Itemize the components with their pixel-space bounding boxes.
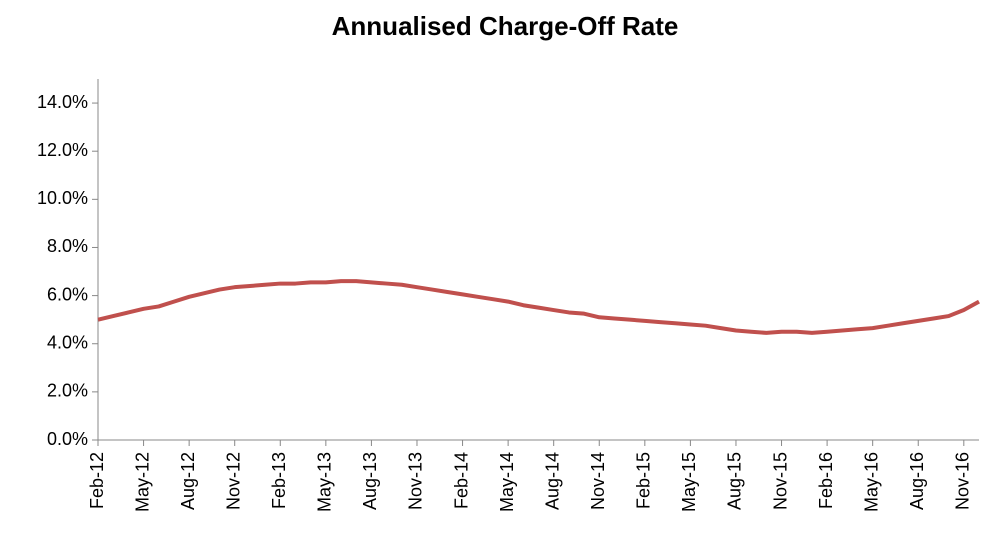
x-tick-label: May-13 [315, 452, 335, 512]
x-tick-label: May-15 [679, 452, 699, 512]
chart-title: Annualised Charge-Off Rate [332, 11, 679, 41]
y-tick-label: 2.0% [47, 381, 88, 401]
x-tick-label: Nov-16 [953, 452, 973, 510]
x-tick-label: Feb-13 [269, 452, 289, 509]
x-tick-label: Aug-16 [907, 452, 927, 510]
x-tick-label: May-14 [497, 452, 517, 512]
x-tick-label: Nov-15 [770, 452, 790, 510]
y-tick-label: 14.0% [37, 92, 88, 112]
x-tick-label: Feb-15 [634, 452, 654, 509]
x-tick-label: Feb-12 [87, 452, 107, 509]
data-line [97, 279, 980, 335]
x-tick-label: Nov-14 [588, 452, 608, 510]
x-tick-label: Feb-14 [451, 452, 471, 509]
y-tick-label: 10.0% [37, 188, 88, 208]
x-tick-label: Aug-13 [360, 452, 380, 510]
x-tick-label: Aug-14 [542, 452, 562, 510]
x-tick-label: May-16 [861, 452, 881, 512]
y-tick-label: 4.0% [47, 332, 88, 352]
y-tick-label: 12.0% [37, 140, 88, 160]
y-tick-label: 0.0% [47, 429, 88, 449]
y-tick-label: 8.0% [47, 236, 88, 256]
x-tick-label: Nov-12 [223, 452, 243, 510]
y-tick-label: 6.0% [47, 284, 88, 304]
x-tick-label: Aug-12 [178, 452, 198, 510]
x-tick-label: May-12 [132, 452, 152, 512]
x-tick-label: Feb-16 [816, 452, 836, 509]
x-tick-label: Nov-13 [406, 452, 426, 510]
x-tick-label: Aug-15 [725, 452, 745, 510]
